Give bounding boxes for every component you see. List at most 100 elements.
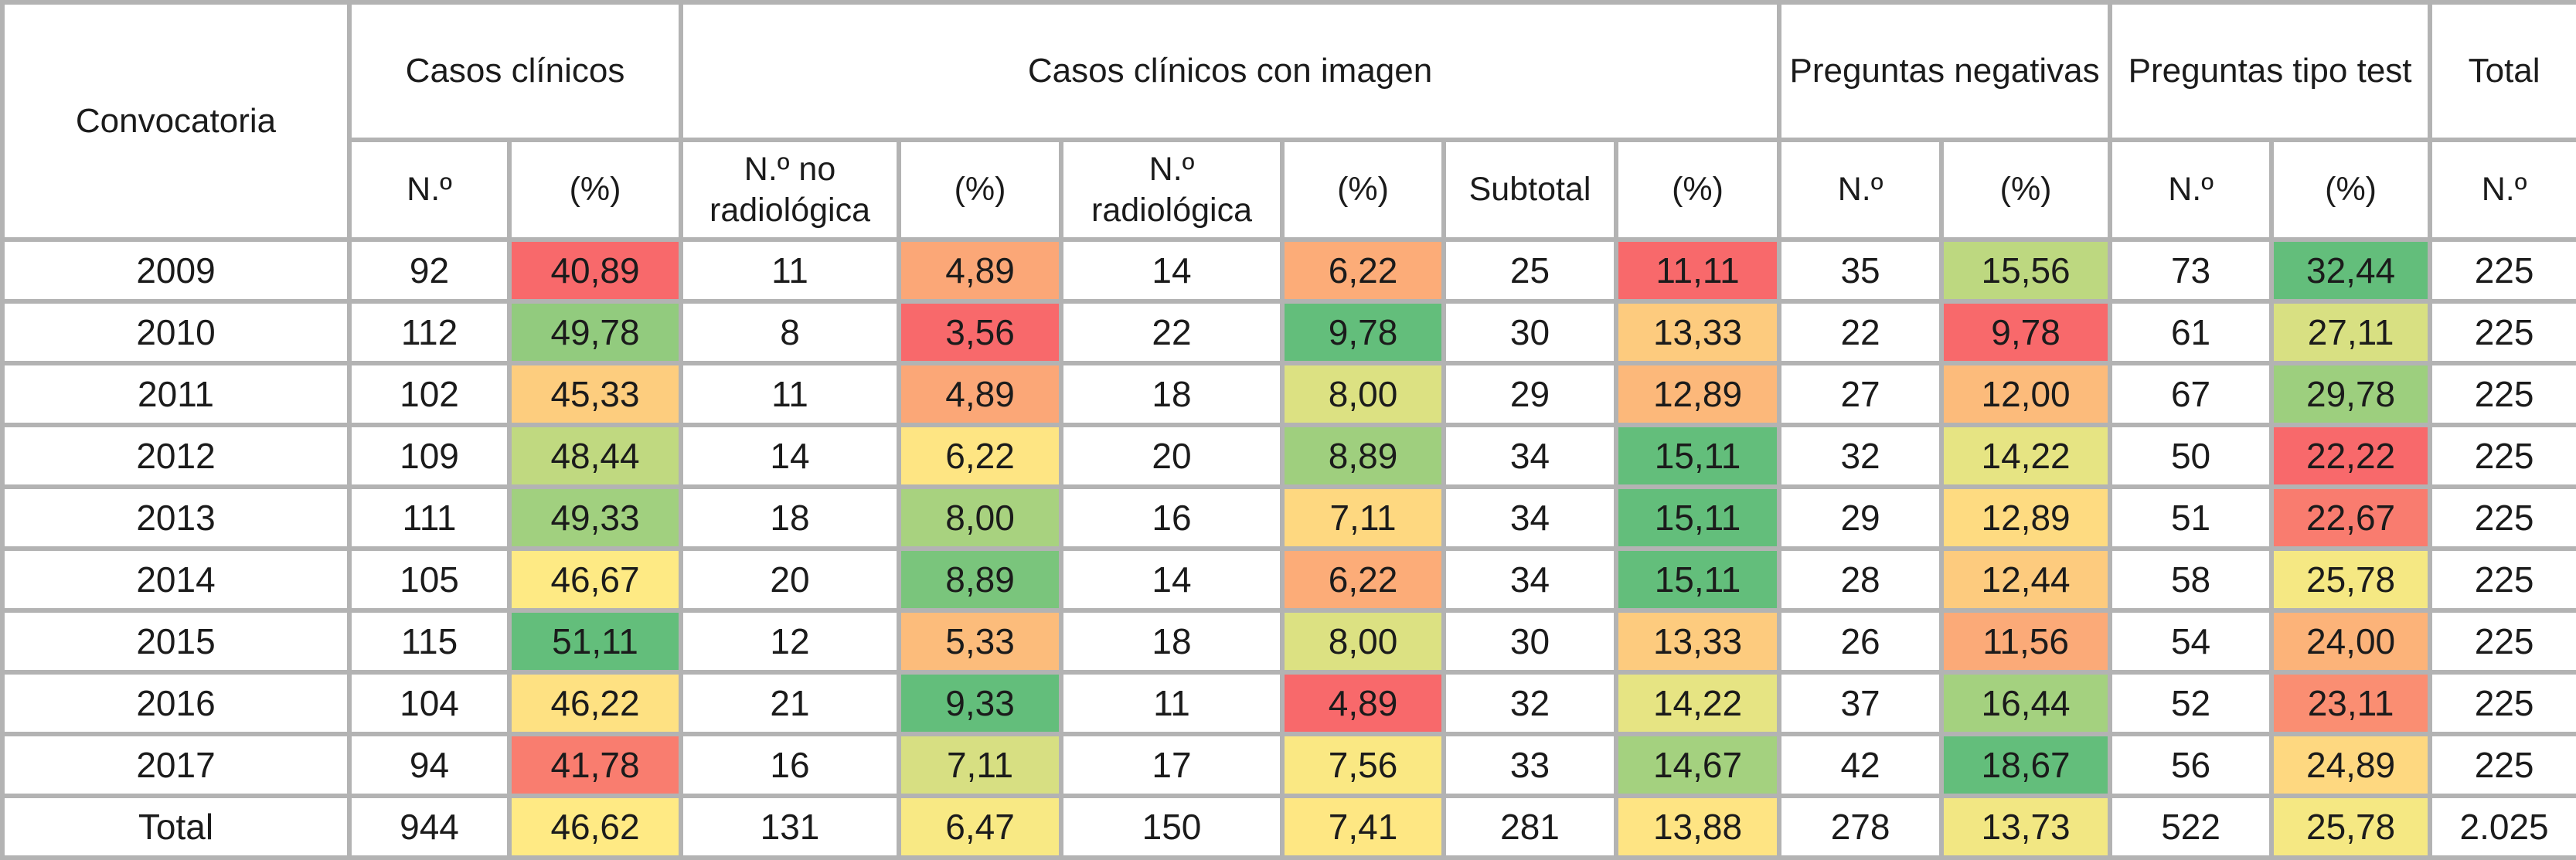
percent-heatmap-cell: 23,11 [2269, 670, 2433, 736]
count-cell: 11 [679, 237, 902, 304]
percent-heatmap-cell: 8,89 [897, 546, 1064, 613]
count-cell: 50 [2108, 423, 2275, 489]
count-cell: 131 [679, 794, 902, 860]
count-cell: 14 [1059, 546, 1285, 613]
subheader-row: N.º (%) N.º no radiológica (%) N.º radiológi… [2, 138, 2576, 242]
count-cell: 25 [1441, 237, 1619, 304]
count-cell: 30 [1441, 299, 1619, 365]
column-subheader: N.º [347, 138, 512, 242]
percent-heatmap-cell: 45,33 [506, 361, 684, 427]
count-cell: 92 [347, 237, 512, 304]
percent-heatmap-cell: 16,44 [1939, 670, 2113, 736]
group-header-preguntas-tipo-test: Preguntas tipo test [2108, 0, 2433, 142]
count-cell: 52 [2108, 670, 2275, 736]
count-cell: 16 [679, 732, 902, 798]
table-row: 2009 92 40,89 11 4,89 14 6,22 25 11,11 35 15,56 73 3… [0, 237, 2576, 304]
percent-heatmap-cell: 12,89 [1939, 484, 2113, 551]
count-cell: 42 [1777, 732, 1945, 798]
count-cell: 29 [1441, 361, 1619, 427]
percent-heatmap-cell: 3,56 [897, 299, 1064, 365]
count-cell: 225 [2428, 237, 2576, 304]
count-cell: 150 [1059, 794, 1285, 860]
percent-heatmap-cell: 11,11 [1614, 237, 1782, 304]
count-cell: 104 [347, 670, 512, 736]
percent-heatmap-cell: 32,44 [2269, 237, 2433, 304]
table-body: 2009 92 40,89 11 4,89 14 6,22 25 11,11 35 15,56 73 3… [0, 237, 2576, 860]
percent-heatmap-cell: 6,22 [897, 423, 1064, 489]
percent-heatmap-cell: 29,78 [2269, 361, 2433, 427]
count-cell: 56 [2108, 732, 2275, 798]
count-cell: 225 [2428, 361, 2576, 427]
percent-heatmap-cell: 8,89 [1280, 423, 1447, 489]
percent-heatmap-cell: 41,78 [506, 732, 684, 798]
table-row: 2017 94 41,78 16 7,11 17 7,56 33 14,67 42 18,67 56 2… [0, 732, 2576, 798]
percent-heatmap-cell: 46,22 [506, 670, 684, 736]
count-cell: 2.025 [2428, 794, 2576, 860]
count-cell: 17 [1059, 732, 1285, 798]
percent-heatmap-cell: 9,78 [1280, 299, 1447, 365]
count-cell: 111 [347, 484, 512, 551]
row-label: 2011 [0, 361, 352, 427]
count-cell: 33 [1441, 732, 1619, 798]
percent-heatmap-cell: 15,11 [1614, 423, 1782, 489]
count-cell: 18 [1059, 361, 1285, 427]
percent-heatmap-cell: 40,89 [506, 237, 684, 304]
percent-heatmap-cell: 9,33 [897, 670, 1064, 736]
percent-heatmap-cell: 15,56 [1939, 237, 2113, 304]
count-cell: 54 [2108, 608, 2275, 675]
count-cell: 105 [347, 546, 512, 613]
count-cell: 21 [679, 670, 902, 736]
count-cell: 51 [2108, 484, 2275, 551]
column-subheader: (%) [1280, 138, 1447, 242]
count-cell: 22 [1777, 299, 1945, 365]
count-cell: 30 [1441, 608, 1619, 675]
column-header-convocatoria: Convocatoria [0, 0, 352, 242]
percent-heatmap-cell: 24,89 [2269, 732, 2433, 798]
count-cell: 225 [2428, 732, 2576, 798]
count-cell: 225 [2428, 423, 2576, 489]
percent-heatmap-cell: 22,22 [2269, 423, 2433, 489]
percent-heatmap-cell: 22,67 [2269, 484, 2433, 551]
count-cell: 944 [347, 794, 512, 860]
percent-heatmap-cell: 27,11 [2269, 299, 2433, 365]
count-cell: 18 [679, 484, 902, 551]
percent-heatmap-cell: 49,78 [506, 299, 684, 365]
table-row: 2011 102 45,33 11 4,89 18 8,00 29 12,89 27 12,00 67… [0, 361, 2576, 427]
percent-heatmap-cell: 46,67 [506, 546, 684, 613]
table-row: 2014 105 46,67 20 8,89 14 6,22 34 15,11 28 12,44 58… [0, 546, 2576, 613]
count-cell: 225 [2428, 484, 2576, 551]
count-cell: 225 [2428, 299, 2576, 365]
column-subheader: (%) [506, 138, 684, 242]
row-label: 2017 [0, 732, 352, 798]
percent-heatmap-cell: 51,11 [506, 608, 684, 675]
column-subheader: N.º no radiológica [679, 138, 902, 242]
percent-heatmap-cell: 25,78 [2269, 794, 2433, 860]
percent-heatmap-cell: 12,44 [1939, 546, 2113, 613]
percent-heatmap-cell: 11,56 [1939, 608, 2113, 675]
count-cell: 278 [1777, 794, 1945, 860]
count-cell: 34 [1441, 546, 1619, 613]
count-cell: 73 [2108, 237, 2275, 304]
count-cell: 29 [1777, 484, 1945, 551]
column-subheader: N.º [1777, 138, 1945, 242]
table-row: 2010 112 49,78 8 3,56 22 9,78 30 13,33 22 9,78 61 27… [0, 299, 2576, 365]
column-subheader: (%) [2269, 138, 2433, 242]
percent-heatmap-cell: 48,44 [506, 423, 684, 489]
percent-heatmap-cell: 9,78 [1939, 299, 2113, 365]
percent-heatmap-cell: 14,22 [1939, 423, 2113, 489]
column-subheader: Subtotal [1441, 138, 1619, 242]
row-label: Total [0, 794, 352, 860]
count-cell: 225 [2428, 670, 2576, 736]
percent-heatmap-cell: 12,00 [1939, 361, 2113, 427]
count-cell: 109 [347, 423, 512, 489]
table-row: 2016 104 46,22 21 9,33 11 4,89 32 14,22 37 16,44 52… [0, 670, 2576, 736]
column-subheader: N.º [2428, 138, 2576, 242]
percent-heatmap-cell: 13,73 [1939, 794, 2113, 860]
group-header-preguntas-negativas: Preguntas negativas [1777, 0, 2113, 142]
group-header-casos-clinicos: Casos clínicos [346, 0, 684, 142]
row-label: 2015 [0, 608, 352, 675]
table-row: 2013 111 49,33 18 8,00 16 7,11 34 15,11 29 12,89 51… [0, 484, 2576, 551]
count-cell: 28 [1777, 546, 1945, 613]
count-cell: 27 [1777, 361, 1945, 427]
